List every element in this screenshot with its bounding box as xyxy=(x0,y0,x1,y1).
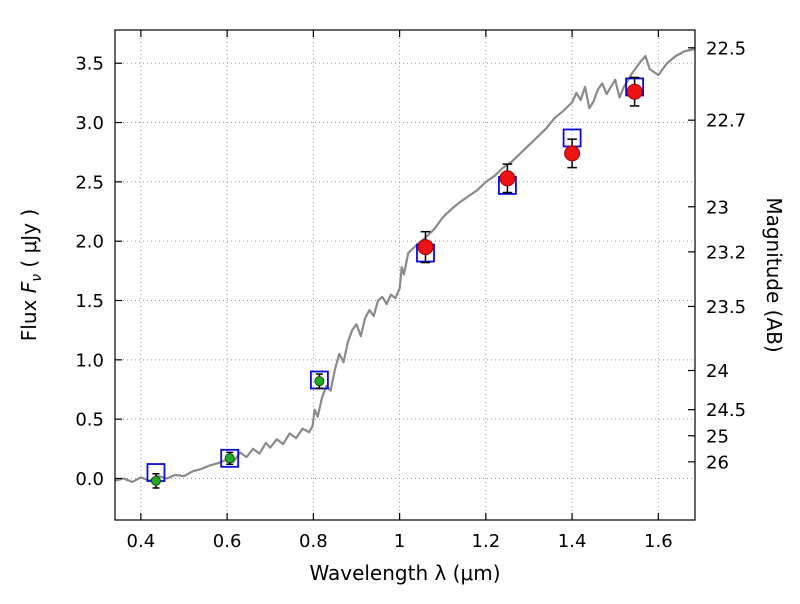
observed-optical-marker xyxy=(224,453,235,464)
y-tick-label-right: 23.2 xyxy=(706,242,746,263)
observed-nir-marker xyxy=(417,239,434,256)
y-tick-label-right: 24 xyxy=(706,361,729,382)
y-tick-label-left: 3.0 xyxy=(75,113,104,134)
y-tick-label-right: 22.7 xyxy=(706,111,746,132)
model-photometry-marker xyxy=(220,448,240,468)
x-tick-label: 0.8 xyxy=(299,531,328,552)
y-tick-label-right: 25 xyxy=(706,426,729,447)
axes-frame xyxy=(114,29,696,521)
observed-nir-marker xyxy=(564,145,581,162)
x-tick-label: 1.6 xyxy=(644,531,673,552)
y-tick-label-left: 1.0 xyxy=(75,350,104,371)
observed-optical-marker xyxy=(314,376,325,387)
y-tick-label-right: 23.5 xyxy=(706,297,746,318)
x-tick-label: 1 xyxy=(394,531,405,552)
y-tick-label-right: 23 xyxy=(706,197,729,218)
x-tick-label: 0.4 xyxy=(127,531,156,552)
x-tick-label: 0.6 xyxy=(213,531,242,552)
y-axis-label-right: Magnitude (AB) xyxy=(762,197,786,352)
x-tick-label: 1.4 xyxy=(558,531,587,552)
y-tick-label-left: 0.0 xyxy=(75,469,104,490)
y-tick-label-left: 2.5 xyxy=(75,172,104,193)
y-tick-label-left: 2.0 xyxy=(75,232,104,253)
y-tick-label-left: 3.5 xyxy=(75,54,104,75)
x-axis-label: Wavelength λ (μm) xyxy=(309,561,500,585)
observed-nir-marker xyxy=(626,83,643,100)
y-tick-label-right: 22.5 xyxy=(706,38,746,59)
y-tick-label-right: 24.5 xyxy=(706,400,746,421)
observed-nir-marker xyxy=(499,170,516,187)
observed-optical-marker xyxy=(150,475,161,486)
x-tick-label: 1.2 xyxy=(472,531,501,552)
model-spectrum-line xyxy=(115,47,695,484)
y-axis-label-left: Flux Fν ( μJy ) xyxy=(17,209,45,341)
y-tick-label-left: 0.5 xyxy=(75,410,104,431)
y-tick-label-left: 1.5 xyxy=(75,291,104,312)
y-tick-label-right: 26 xyxy=(706,452,729,473)
